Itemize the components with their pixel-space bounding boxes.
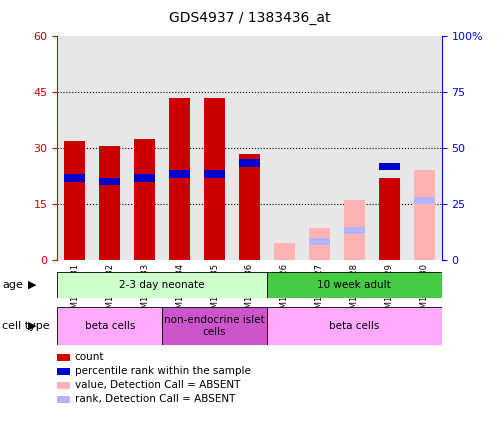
Text: percentile rank within the sample: percentile rank within the sample	[75, 366, 250, 376]
Bar	[169, 98, 190, 260]
Bar	[267, 307, 442, 345]
Text: non-endocrine islet
cells: non-endocrine islet cells	[164, 315, 265, 337]
Text: count: count	[75, 352, 104, 363]
Bar	[162, 307, 267, 345]
Bar	[92, 36, 127, 260]
Bar	[379, 163, 400, 170]
Text: 10 week adult: 10 week adult	[317, 280, 391, 290]
Bar	[407, 36, 442, 260]
Bar	[134, 139, 155, 260]
Text: ▶: ▶	[28, 280, 37, 290]
Bar	[379, 178, 400, 260]
Bar	[344, 201, 365, 260]
Text: rank, Detection Call = ABSENT: rank, Detection Call = ABSENT	[75, 394, 235, 404]
Text: age: age	[2, 280, 23, 290]
Bar	[99, 178, 120, 185]
Bar	[204, 98, 225, 260]
Bar	[239, 159, 260, 167]
Bar	[309, 238, 330, 245]
Bar	[337, 36, 372, 260]
Bar	[302, 36, 337, 260]
Text: 2-3 day neonate: 2-3 day neonate	[119, 280, 205, 290]
Bar	[267, 272, 442, 298]
Bar	[162, 36, 197, 260]
Bar	[169, 170, 190, 178]
Bar	[372, 36, 407, 260]
Bar	[197, 36, 232, 260]
Bar	[414, 170, 435, 260]
Text: cell type: cell type	[2, 321, 50, 331]
Bar	[99, 146, 120, 260]
Bar	[344, 227, 365, 234]
Bar	[57, 307, 162, 345]
Text: GDS4937 / 1383436_at: GDS4937 / 1383436_at	[169, 11, 330, 25]
Bar	[309, 228, 330, 260]
Bar	[239, 154, 260, 260]
Bar	[232, 36, 267, 260]
Bar	[134, 174, 155, 182]
Bar	[64, 174, 85, 182]
Bar	[127, 36, 162, 260]
Bar	[267, 36, 302, 260]
Bar	[204, 170, 225, 178]
Text: value, Detection Call = ABSENT: value, Detection Call = ABSENT	[75, 380, 240, 390]
Text: beta cells: beta cells	[85, 321, 135, 331]
Bar	[64, 140, 85, 260]
Bar	[274, 243, 295, 260]
Bar	[57, 272, 267, 298]
Bar	[414, 197, 435, 204]
Text: ▶: ▶	[28, 321, 37, 331]
Text: beta cells: beta cells	[329, 321, 379, 331]
Bar	[57, 36, 92, 260]
